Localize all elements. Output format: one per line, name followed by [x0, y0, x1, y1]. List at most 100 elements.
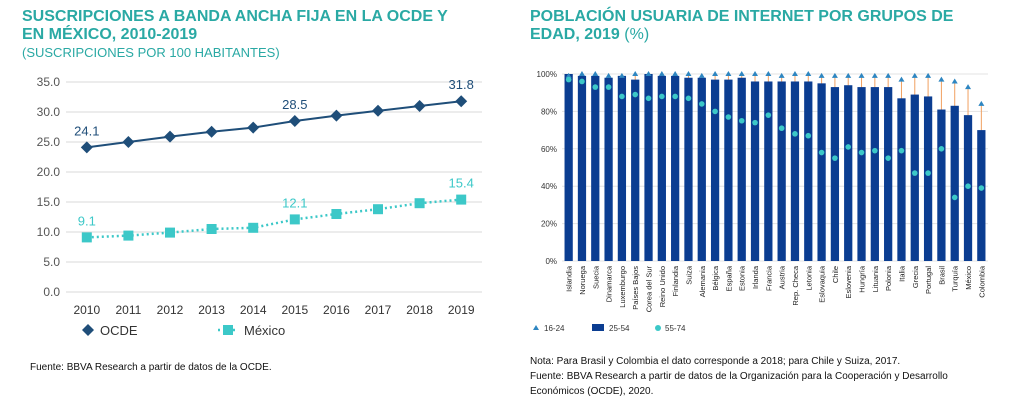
marker-16-24	[951, 78, 958, 84]
bar-25-54	[830, 87, 840, 261]
bar-25-54	[671, 75, 680, 262]
ocde-point	[80, 141, 93, 154]
marker-16-24	[938, 76, 945, 82]
category-label: Turquía	[951, 265, 960, 291]
bar-25-54	[870, 87, 879, 261]
ocde-point	[455, 95, 468, 108]
marker-55-74	[911, 170, 918, 176]
marker-55-74	[925, 170, 931, 176]
mexico-point	[123, 230, 134, 241]
bar-25-54	[884, 87, 893, 261]
marker-16-24	[738, 71, 745, 76]
y-tick-label: 30.0	[37, 105, 61, 119]
right-source-line2: Económicos (OCDE), 2020.	[530, 386, 654, 397]
marker-55-74	[778, 125, 785, 132]
marker-55-74	[818, 149, 825, 156]
category-label: Italia	[897, 265, 906, 282]
bar-25-54	[790, 81, 800, 261]
marker-16-24	[845, 72, 852, 78]
marker-55-74	[659, 93, 665, 100]
category-label: Polonia	[884, 265, 893, 291]
category-label: Lituania	[871, 265, 880, 292]
x-tick-label: 2014	[240, 303, 267, 317]
y-tick-label: 0%	[545, 257, 557, 266]
mexico-point	[289, 214, 300, 225]
marker-16-24	[658, 71, 665, 76]
category-label: Reino Unido	[658, 266, 667, 307]
x-tick-label: 2011	[115, 303, 141, 317]
bar-25-54	[910, 94, 919, 261]
data-label: 12.1	[282, 195, 307, 210]
marker-16-24	[752, 71, 759, 76]
marker-55-74	[592, 84, 599, 90]
marker-55-74	[872, 147, 878, 154]
category-label: Hungría	[858, 265, 867, 293]
bar-25-54	[577, 75, 587, 262]
y-tick-label: 15.0	[37, 195, 61, 209]
category-label: Austria	[778, 265, 787, 289]
bar-25-54	[724, 79, 733, 261]
category-label: México	[964, 266, 973, 290]
y-tick-label: 80%	[541, 107, 557, 116]
category-label: Brasil	[937, 266, 946, 285]
marker-55-74	[965, 183, 971, 189]
marker-55-74	[738, 117, 745, 124]
mexico-point	[165, 227, 175, 238]
right-title-unit: (%)	[624, 26, 650, 43]
ocde-point	[372, 104, 384, 117]
marker-16-24	[725, 71, 732, 76]
bar-25-54	[644, 74, 653, 261]
bar-25-54	[764, 81, 773, 261]
marker-16-24	[805, 71, 812, 76]
marker-16-24	[978, 100, 985, 106]
bar-25-54	[604, 77, 613, 262]
marker-16-24	[645, 71, 652, 76]
right-footnotes: Nota: Para Brasil y Colombia el dato cor…	[530, 354, 1010, 399]
category-label: España	[724, 265, 733, 291]
marker-55-74	[832, 155, 838, 161]
marker-16-24	[898, 76, 905, 82]
data-label: 15.4	[449, 176, 474, 191]
bar-25-54	[977, 130, 986, 261]
marker-55-74	[845, 144, 852, 150]
data-label: 28.5	[282, 97, 307, 112]
bar-25-54	[817, 83, 826, 261]
x-tick-label: 2013	[198, 303, 225, 317]
right-chart-title: POBLACIÓN USUARIA DE INTERNET POR GRUPOS…	[530, 8, 1010, 44]
marker-16-24	[965, 84, 972, 90]
marker-55-74	[579, 78, 585, 85]
bar-25-54	[804, 81, 813, 261]
left-chart-title: SUSCRIPCIONES A BANDA ANCHA FIJA EN LA O…	[22, 8, 492, 44]
marker-55-74	[619, 93, 625, 100]
data-label: 9.1	[78, 213, 96, 228]
left-title-line2: EN MÉXICO, 2010-2019	[22, 26, 198, 43]
marker-55-74	[698, 101, 705, 107]
x-tick-label: 2012	[157, 303, 184, 317]
marker-55-74	[645, 95, 652, 102]
marker-16-24	[925, 72, 932, 78]
category-label: Irlanda	[751, 265, 760, 289]
marker-16-24	[885, 72, 892, 78]
mexico-point	[331, 209, 342, 219]
marker-55-74	[938, 146, 945, 152]
data-label: 24.1	[74, 123, 99, 138]
marker-16-24	[605, 72, 612, 78]
legend-mexico-label: México	[244, 323, 285, 338]
category-label: Letonia	[804, 265, 813, 290]
legend-55-74-marker	[655, 325, 661, 331]
legend-55-74-label: 55-74	[665, 324, 686, 333]
category-label: Francia	[764, 265, 773, 291]
internet-usage-bar-chart: 0% 20% 40% 60% 80% 100% Islandia Noruega Suecia D…	[533, 70, 988, 333]
marker-16-24	[685, 71, 692, 76]
marker-16-24	[592, 71, 599, 76]
marker-55-74	[725, 114, 732, 120]
marker-55-74	[632, 91, 639, 98]
broadband-line-chart: 0.0 5.0 10.0 15.0 20.0 25.0 30.0 35.0 2010 2011 20…	[37, 75, 482, 338]
right-note: Nota: Para Brasil y Colombia el dato cor…	[530, 356, 901, 367]
category-label: Corea del Sur	[645, 266, 654, 313]
right-title-line1: POBLACIÓN USUARIA DE INTERNET POR GRUPOS…	[530, 8, 954, 25]
category-label: Islandia	[565, 265, 574, 292]
bar-25-54	[657, 75, 666, 262]
bar-25-54	[737, 77, 746, 262]
bar-25-54	[750, 81, 760, 261]
